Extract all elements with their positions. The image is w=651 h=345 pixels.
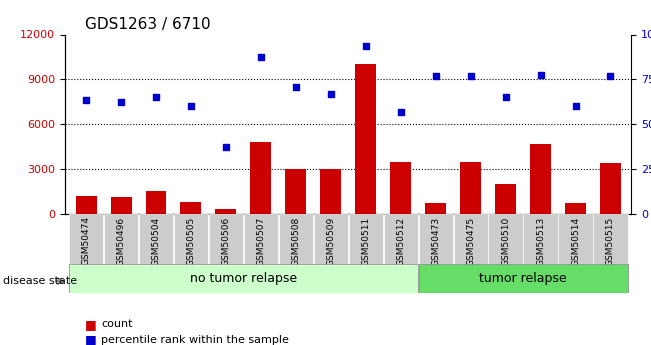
FancyBboxPatch shape xyxy=(559,214,592,264)
FancyBboxPatch shape xyxy=(279,214,313,264)
Text: GSM50473: GSM50473 xyxy=(431,216,440,266)
FancyBboxPatch shape xyxy=(104,214,138,264)
Text: GSM50504: GSM50504 xyxy=(152,216,161,266)
Text: ■: ■ xyxy=(85,333,96,345)
FancyBboxPatch shape xyxy=(454,214,488,264)
Text: GSM50496: GSM50496 xyxy=(117,216,126,266)
Point xyxy=(186,104,196,109)
Text: GSM50510: GSM50510 xyxy=(501,216,510,266)
Text: GSM50511: GSM50511 xyxy=(361,216,370,266)
FancyBboxPatch shape xyxy=(593,214,628,264)
Text: GSM50507: GSM50507 xyxy=(256,216,266,266)
Text: percentile rank within the sample: percentile rank within the sample xyxy=(101,335,289,345)
FancyBboxPatch shape xyxy=(349,214,383,264)
Point xyxy=(221,144,231,149)
Text: tumor relapse: tumor relapse xyxy=(479,272,567,285)
Bar xyxy=(146,191,167,214)
FancyBboxPatch shape xyxy=(383,214,418,264)
FancyBboxPatch shape xyxy=(243,214,278,264)
FancyBboxPatch shape xyxy=(523,214,558,264)
FancyBboxPatch shape xyxy=(488,214,523,264)
Point xyxy=(396,109,406,115)
Bar xyxy=(251,142,271,214)
Bar xyxy=(495,184,516,214)
Bar xyxy=(76,196,96,214)
FancyBboxPatch shape xyxy=(419,214,453,264)
Text: no tumor relapse: no tumor relapse xyxy=(190,272,297,285)
Bar xyxy=(215,209,236,214)
Text: ■: ■ xyxy=(85,318,96,331)
Text: GDS1263 / 6710: GDS1263 / 6710 xyxy=(85,17,210,32)
FancyBboxPatch shape xyxy=(209,214,243,264)
FancyBboxPatch shape xyxy=(314,214,348,264)
Point xyxy=(501,95,511,100)
Text: GSM50475: GSM50475 xyxy=(466,216,475,266)
Point xyxy=(290,84,301,90)
Point xyxy=(605,73,616,79)
Bar xyxy=(390,161,411,214)
Point xyxy=(361,44,371,49)
FancyBboxPatch shape xyxy=(419,264,628,293)
Bar xyxy=(460,161,481,214)
FancyBboxPatch shape xyxy=(69,214,104,264)
FancyBboxPatch shape xyxy=(69,264,418,293)
Text: GSM50505: GSM50505 xyxy=(186,216,195,266)
Bar xyxy=(530,144,551,214)
Bar xyxy=(111,197,132,214)
Text: GSM50508: GSM50508 xyxy=(292,216,300,266)
Point xyxy=(570,104,581,109)
Point xyxy=(430,73,441,79)
Text: GSM50515: GSM50515 xyxy=(606,216,615,266)
Text: disease state: disease state xyxy=(3,276,77,286)
FancyBboxPatch shape xyxy=(174,214,208,264)
Point xyxy=(81,98,91,103)
Point xyxy=(326,91,336,97)
FancyBboxPatch shape xyxy=(139,214,173,264)
Bar xyxy=(180,202,201,214)
Bar xyxy=(285,169,307,214)
Bar xyxy=(320,169,341,214)
Point xyxy=(465,73,476,79)
Text: GSM50513: GSM50513 xyxy=(536,216,545,266)
Bar xyxy=(600,163,621,214)
Point xyxy=(151,95,161,100)
Bar xyxy=(565,204,586,214)
Text: GSM50509: GSM50509 xyxy=(326,216,335,266)
Text: GSM50506: GSM50506 xyxy=(221,216,230,266)
Point xyxy=(256,54,266,60)
Text: GSM50474: GSM50474 xyxy=(81,216,90,265)
Point xyxy=(535,72,546,78)
Point xyxy=(116,99,126,105)
Text: count: count xyxy=(101,319,132,329)
Text: GSM50514: GSM50514 xyxy=(571,216,580,266)
Text: GSM50512: GSM50512 xyxy=(396,216,405,266)
Bar xyxy=(355,65,376,214)
Bar xyxy=(425,204,446,214)
